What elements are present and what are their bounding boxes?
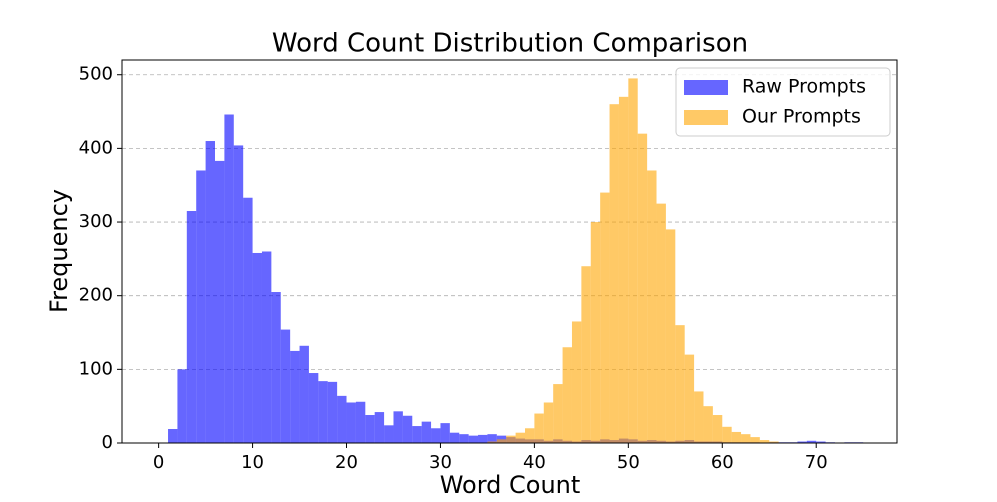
histogram-bar: [318, 381, 328, 443]
histogram-bar: [233, 145, 244, 443]
histogram-bar: [628, 78, 638, 444]
x-tick-label: 30: [429, 452, 452, 473]
histogram-bar: [393, 411, 403, 443]
y-tick-label: 0: [102, 432, 113, 453]
histogram-bar: [534, 413, 544, 443]
histogram-bar: [346, 402, 356, 443]
histogram-bar: [496, 439, 507, 443]
histogram-bar: [177, 369, 187, 443]
legend-swatch: [684, 80, 728, 95]
histogram-bar: [440, 423, 450, 443]
histogram-bar: [525, 428, 535, 443]
histogram-bar: [374, 412, 385, 443]
histogram-bar: [684, 354, 695, 443]
histogram-bar: [581, 266, 591, 443]
plot-frame: [121, 59, 898, 444]
histogram-bar: [637, 133, 648, 443]
histogram-bar: [506, 435, 516, 443]
histogram-bar: [647, 170, 657, 443]
legend-label: Raw Prompts: [742, 76, 866, 98]
histogram-bar: [571, 321, 582, 443]
histogram-bar: [271, 292, 281, 443]
histogram-bar: [431, 428, 441, 443]
histogram-bar: [280, 329, 291, 443]
histogram-bar: [243, 197, 253, 443]
x-tick-label: 60: [711, 452, 734, 473]
y-tick-label: 100: [79, 358, 113, 379]
histogram-bar: [384, 425, 394, 443]
histogram-bar: [543, 402, 554, 443]
y-tick-label: 400: [79, 137, 113, 158]
histogram-bar: [252, 252, 262, 443]
histogram-bar: [402, 415, 413, 443]
histogram-bar: [487, 441, 497, 443]
histogram-bar: [290, 350, 300, 443]
histogram-bar: [365, 415, 375, 443]
histogram-bar: [731, 431, 742, 443]
x-tick-label: 20: [335, 452, 358, 473]
histogram-bar: [712, 415, 723, 443]
histogram-bar: [816, 441, 826, 443]
histogram-bar: [553, 384, 563, 443]
x-tick-label: 70: [805, 452, 828, 473]
legend-label: Our Prompts: [742, 106, 861, 128]
legend-swatch: [684, 110, 728, 125]
histogram-bar: [215, 160, 225, 443]
histogram-bar: [759, 440, 770, 443]
histogram-bar: [337, 395, 347, 443]
histogram-bar: [468, 435, 479, 443]
histogram-bar: [308, 373, 319, 443]
chart-title: Word Count Distribution Comparison: [272, 29, 748, 59]
histogram-bar: [412, 426, 422, 443]
x-tick-label: 40: [523, 452, 546, 473]
histogram-bar: [478, 434, 488, 443]
histogram-bar: [665, 229, 676, 443]
histogram-bar: [459, 434, 469, 443]
histogram-bar: [806, 440, 817, 443]
histogram-bar: [750, 437, 760, 443]
histogram-bar: [722, 426, 732, 443]
histogram-bar: [656, 203, 666, 443]
y-axis-label: Frequency: [45, 189, 73, 313]
histogram-bar: [355, 401, 366, 443]
legend-box: [675, 67, 891, 137]
y-tick-label: 300: [79, 211, 113, 232]
histogram-bar: [694, 391, 704, 443]
histogram-bar: [205, 141, 215, 443]
y-tick-label: 500: [79, 64, 113, 85]
histogram-bar: [600, 192, 610, 443]
histogram-bar: [703, 406, 713, 443]
histogram-bar: [609, 104, 619, 443]
histogram-bar: [675, 325, 685, 443]
y-tick-label: 200: [79, 285, 113, 306]
x-tick-label: 0: [153, 452, 164, 473]
x-axis-label: Word Count: [440, 471, 581, 498]
x-tick-label: 50: [617, 452, 640, 473]
histogram-bar: [515, 432, 525, 443]
histogram-bar: [741, 434, 751, 443]
histogram-bar: [769, 441, 779, 443]
histogram-bar: [299, 345, 309, 443]
histogram-bar: [261, 251, 272, 443]
histogram-bar: [590, 222, 601, 443]
histogram-bar: [327, 381, 338, 443]
histogram-bar: [196, 170, 206, 443]
histogram-bar: [168, 429, 178, 443]
histogram-bar: [449, 432, 460, 443]
histogram-bar: [487, 434, 497, 443]
histogram-bar: [618, 96, 629, 444]
histogram-bar: [421, 421, 432, 443]
histogram-bar: [562, 347, 572, 443]
histogram-bar: [797, 441, 807, 443]
x-tick-label: 10: [241, 452, 264, 473]
histogram-bar: [186, 210, 197, 443]
histogram-bar: [224, 114, 234, 443]
